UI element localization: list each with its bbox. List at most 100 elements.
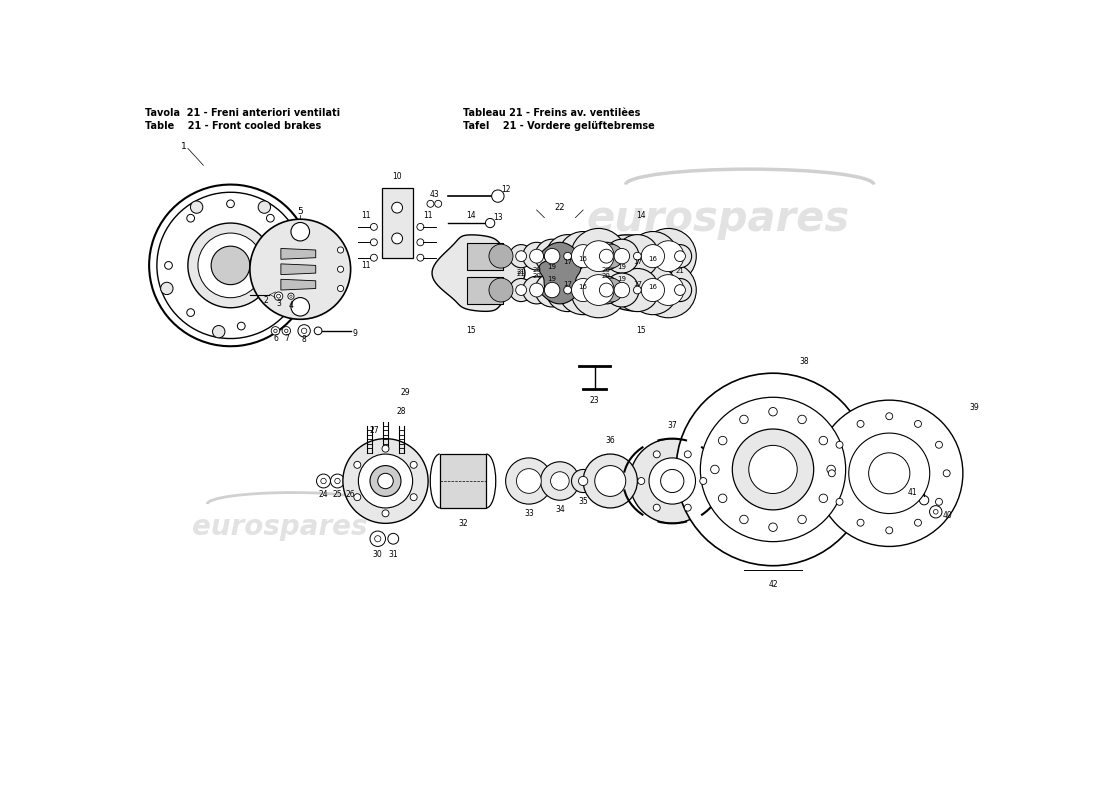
Circle shape	[274, 292, 283, 301]
Text: 30: 30	[373, 550, 383, 558]
Circle shape	[161, 282, 173, 294]
Text: 19: 19	[617, 276, 626, 282]
Circle shape	[266, 214, 274, 222]
Circle shape	[540, 462, 580, 500]
Text: 8: 8	[301, 335, 307, 344]
Circle shape	[614, 249, 629, 264]
Circle shape	[546, 269, 590, 312]
Text: 1: 1	[182, 142, 187, 150]
Text: 19: 19	[548, 264, 557, 270]
Circle shape	[359, 454, 412, 508]
Circle shape	[187, 309, 195, 317]
Circle shape	[886, 527, 893, 534]
Text: 11: 11	[362, 261, 371, 270]
Text: 26: 26	[345, 490, 355, 499]
Text: 10: 10	[393, 172, 402, 182]
Circle shape	[417, 223, 424, 230]
Circle shape	[343, 438, 428, 523]
Polygon shape	[466, 277, 504, 303]
Circle shape	[820, 494, 827, 502]
Text: 13: 13	[493, 213, 503, 222]
Text: 16: 16	[579, 284, 587, 290]
Text: 22: 22	[554, 203, 565, 212]
Text: eurospares: eurospares	[191, 514, 367, 541]
Circle shape	[641, 278, 664, 302]
Circle shape	[315, 327, 322, 334]
Circle shape	[563, 252, 572, 260]
Polygon shape	[432, 235, 525, 311]
Text: 37: 37	[668, 421, 678, 430]
Text: Tavola  21 - Freni anteriori ventilati: Tavola 21 - Freni anteriori ventilati	[145, 107, 340, 118]
Circle shape	[343, 474, 358, 488]
Circle shape	[579, 476, 587, 486]
Circle shape	[165, 262, 173, 270]
Text: 43: 43	[429, 190, 439, 199]
Circle shape	[798, 415, 806, 424]
Circle shape	[238, 322, 245, 330]
Polygon shape	[280, 249, 316, 259]
Circle shape	[857, 421, 864, 427]
Circle shape	[506, 458, 552, 504]
Text: 32: 32	[459, 519, 468, 528]
Circle shape	[684, 504, 691, 511]
Polygon shape	[280, 279, 316, 290]
Circle shape	[282, 326, 290, 335]
Circle shape	[641, 245, 664, 268]
Circle shape	[321, 478, 327, 484]
Circle shape	[187, 214, 195, 222]
Circle shape	[377, 474, 394, 489]
Circle shape	[509, 245, 532, 268]
Circle shape	[634, 286, 641, 294]
Circle shape	[930, 506, 942, 518]
Circle shape	[669, 278, 692, 302]
Text: 21: 21	[675, 268, 684, 274]
Circle shape	[563, 286, 572, 294]
Circle shape	[649, 458, 695, 504]
Circle shape	[769, 523, 778, 531]
Circle shape	[301, 328, 307, 334]
Circle shape	[417, 239, 424, 246]
Circle shape	[653, 274, 684, 306]
Text: Table    21 - Front cooled brakes: Table 21 - Front cooled brakes	[145, 121, 321, 130]
Circle shape	[274, 301, 282, 309]
Circle shape	[914, 421, 922, 427]
Circle shape	[427, 200, 433, 207]
Circle shape	[490, 244, 513, 268]
Circle shape	[290, 298, 309, 316]
Circle shape	[371, 254, 377, 261]
Circle shape	[733, 429, 814, 510]
Text: 40: 40	[943, 511, 953, 520]
Polygon shape	[466, 242, 504, 270]
Circle shape	[382, 445, 389, 452]
Circle shape	[718, 436, 727, 445]
Circle shape	[614, 282, 629, 298]
Text: 25: 25	[332, 490, 342, 499]
Circle shape	[571, 229, 627, 284]
Circle shape	[354, 462, 361, 468]
Circle shape	[600, 278, 623, 302]
Polygon shape	[587, 235, 680, 311]
Text: 15: 15	[466, 326, 475, 335]
Text: 39: 39	[969, 403, 979, 412]
Circle shape	[593, 242, 620, 270]
Circle shape	[530, 283, 543, 297]
Circle shape	[836, 442, 843, 448]
Text: 11: 11	[424, 211, 433, 220]
Circle shape	[410, 494, 417, 501]
Circle shape	[285, 329, 288, 333]
Circle shape	[827, 466, 835, 474]
Circle shape	[739, 415, 748, 424]
Text: 38: 38	[800, 357, 808, 366]
Circle shape	[571, 262, 627, 318]
Text: 20: 20	[602, 273, 610, 279]
Circle shape	[593, 276, 620, 304]
Circle shape	[530, 250, 543, 263]
Circle shape	[572, 278, 595, 302]
Circle shape	[674, 285, 685, 295]
Circle shape	[798, 515, 806, 524]
Circle shape	[701, 398, 846, 542]
Circle shape	[583, 274, 614, 306]
Polygon shape	[382, 188, 412, 258]
Circle shape	[522, 276, 551, 304]
Circle shape	[517, 469, 541, 494]
